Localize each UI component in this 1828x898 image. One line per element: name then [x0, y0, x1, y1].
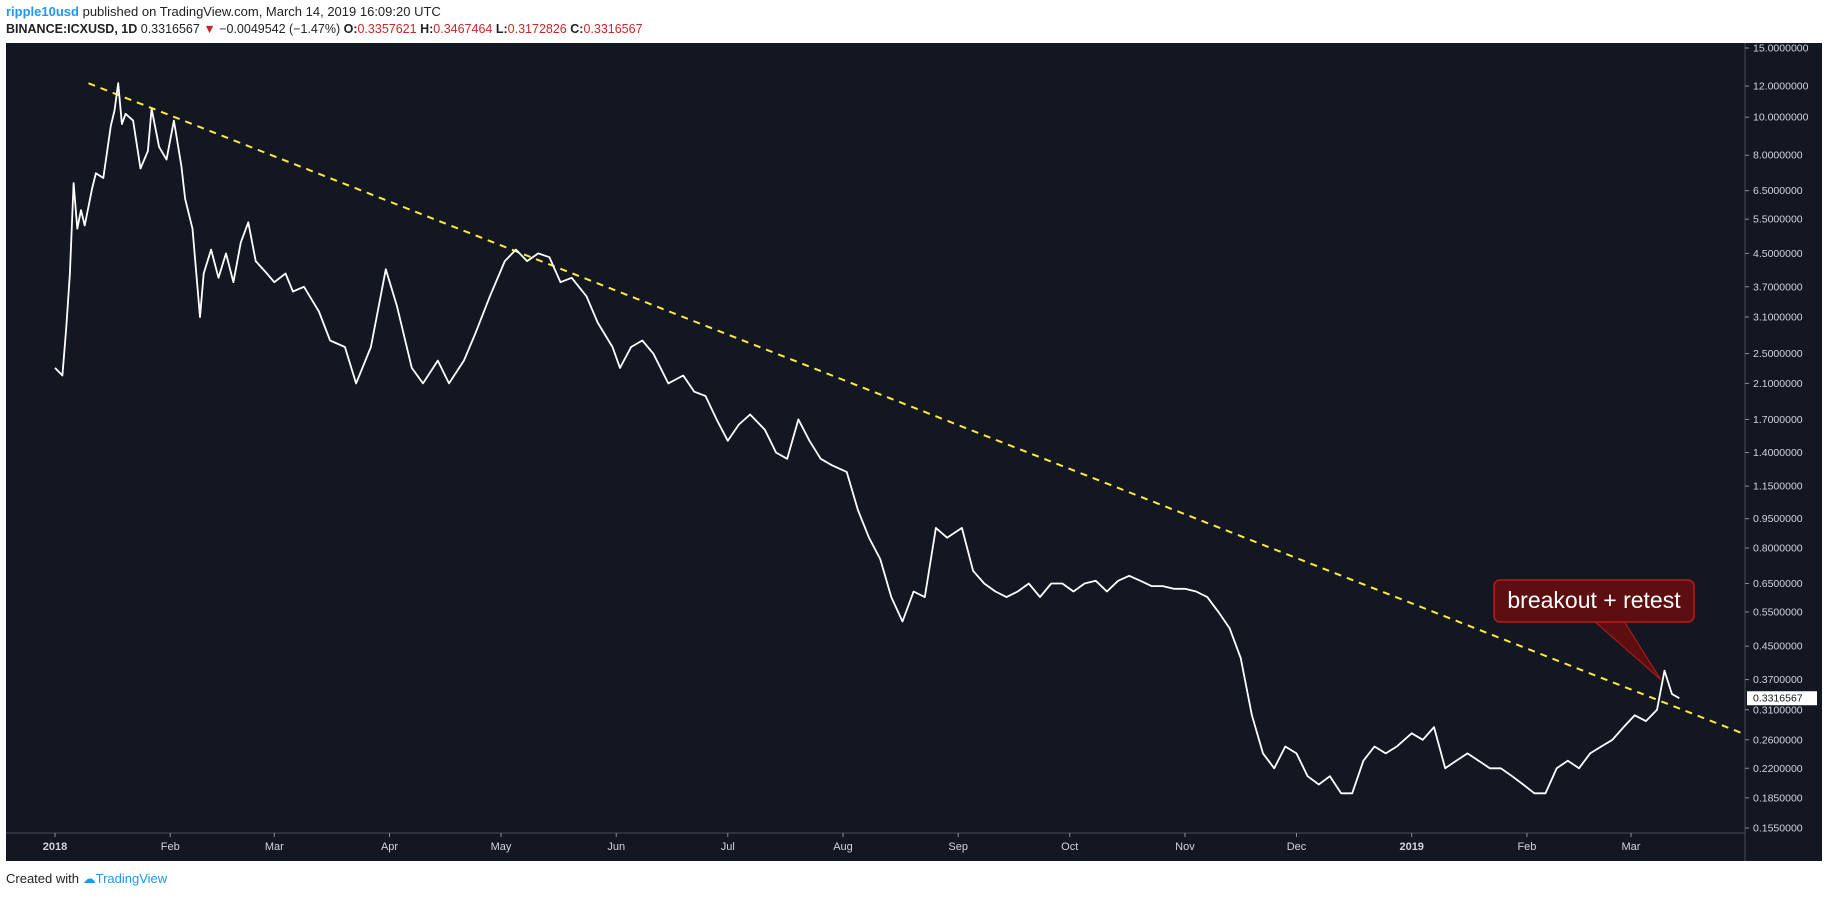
- high-value: 0.3467464: [433, 22, 493, 36]
- y-tick-label: 0.1550000: [1753, 823, 1803, 835]
- y-tick-label: 0.2600000: [1753, 734, 1803, 746]
- y-tick-label: 1.4000000: [1753, 447, 1803, 459]
- trendline: [88, 82, 1743, 735]
- annotation-text: breakout + retest: [1507, 587, 1681, 613]
- x-tick-label: Jul: [721, 841, 735, 853]
- x-tick-label: Dec: [1287, 841, 1307, 853]
- close-value: 0.3316567: [583, 22, 643, 36]
- y-tick-label: 6.5000000: [1753, 185, 1803, 197]
- y-tick-label: 1.1500000: [1753, 481, 1803, 493]
- price-axis: [1745, 43, 1822, 861]
- x-tick-label: Mar: [265, 841, 284, 853]
- x-tick-label: Feb: [1517, 841, 1536, 853]
- y-tick-label: 2.1000000: [1753, 378, 1803, 390]
- x-tick-label: Aug: [833, 841, 853, 853]
- annotation-callout: [1493, 579, 1695, 623]
- publish-header: ripple10usd published on TradingView.com…: [6, 4, 441, 20]
- x-tick-label: Jun: [607, 841, 625, 853]
- y-tick-label: 5.5000000: [1753, 214, 1803, 226]
- y-tick-label: 1.7000000: [1753, 414, 1803, 426]
- plot-area: [6, 43, 1745, 833]
- symbol-label: BINANCE:ICXUSD, 1D: [6, 22, 138, 36]
- publish-info: published on TradingView.com, March 14, …: [82, 4, 441, 19]
- last-price-badge: [1747, 691, 1817, 706]
- y-tick-label: 10.0000000: [1753, 112, 1809, 124]
- tradingview-logo-icon[interactable]: ☁: [82, 871, 96, 886]
- y-tick-label: 12.0000000: [1753, 81, 1809, 93]
- symbol-line: BINANCE:ICXUSD, 1D 0.3316567 ▼ −0.004954…: [6, 21, 643, 37]
- y-tick-label: 4.5000000: [1753, 248, 1803, 260]
- y-tick-label: 0.8000000: [1753, 543, 1803, 555]
- author-link[interactable]: ripple10usd: [6, 4, 79, 19]
- x-tick-label: Apr: [381, 841, 398, 853]
- y-tick-label: 0.6500000: [1753, 578, 1803, 590]
- last-price-axis-label: 0.3316567: [1753, 693, 1803, 705]
- change-down-icon: ▼: [203, 22, 216, 36]
- y-tick-label: 0.2200000: [1753, 763, 1803, 775]
- time-axis: [6, 833, 1745, 861]
- x-tick-label: Feb: [161, 841, 180, 853]
- y-tick-label: 2.5000000: [1753, 348, 1803, 360]
- high-label: H:: [420, 22, 434, 36]
- tradingview-link[interactable]: TradingView: [95, 871, 168, 886]
- y-tick-label: 0.5500000: [1753, 606, 1803, 618]
- x-tick-label: Mar: [1622, 841, 1641, 853]
- created-with-label: Created with: [6, 871, 79, 886]
- y-tick-label: 3.1000000: [1753, 311, 1803, 323]
- x-tick-label: Sep: [948, 841, 968, 853]
- price-chart[interactable]: 15.0000000 12.0000000 10.0000000 8.0000000 6…: [6, 43, 1822, 863]
- y-tick-label: 0.3700000: [1753, 674, 1803, 686]
- footer: Created with ☁TradingView: [6, 871, 167, 887]
- y-tick-label: 0.3100000: [1753, 704, 1803, 716]
- open-label: O:: [343, 22, 358, 36]
- price-line: [54, 82, 1680, 795]
- y-tick-label: 0.4500000: [1753, 641, 1803, 653]
- close-label: C:: [570, 22, 584, 36]
- x-tick-label: 2019: [1399, 841, 1423, 853]
- x-tick-label: Nov: [1175, 841, 1195, 853]
- low-label: L:: [495, 22, 508, 36]
- x-tick-label: May: [491, 841, 512, 853]
- price-change: −0.0049542 (−1.47%): [219, 22, 341, 36]
- open-value: 0.3357621: [357, 22, 417, 36]
- y-tick-label: 0.9500000: [1753, 513, 1803, 525]
- x-tick-label: 2018: [43, 841, 67, 853]
- y-tick-label: 3.7000000: [1753, 281, 1803, 293]
- x-tick-label: Oct: [1061, 841, 1078, 853]
- y-tick-label: 0.1850000: [1753, 792, 1803, 804]
- y-tick-label: 15.0000000: [1753, 43, 1809, 55]
- y-tick-label: 8.0000000: [1753, 150, 1803, 162]
- low-value: 0.3172826: [507, 22, 567, 36]
- last-price: 0.3316567: [140, 22, 200, 36]
